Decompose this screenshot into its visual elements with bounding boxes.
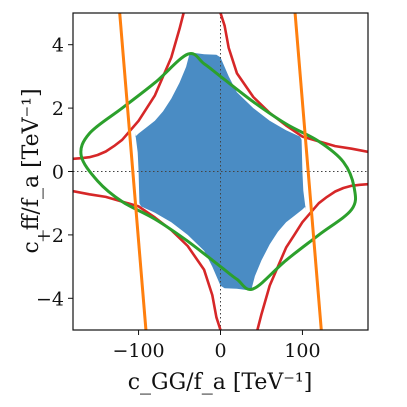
plot-area	[73, 13, 368, 330]
x-axis-label: c_GG/f_a [TeV⁻¹]	[128, 370, 313, 395]
y-tick-label: −4	[36, 288, 64, 310]
y-tick-label: 0	[52, 162, 64, 184]
orange-line-left	[118, 13, 148, 330]
axis-ticks: −100 0 100 −4 −2 0 2 4	[36, 35, 321, 362]
orange-constraint-lines	[118, 13, 323, 330]
y-axis-label: c_ff/f_a [TeV⁻¹]	[19, 88, 44, 253]
green-contour	[79, 52, 358, 291]
x-tick-label: −100	[112, 340, 164, 362]
y-tick-label: 4	[52, 35, 64, 57]
orange-line-right	[293, 13, 323, 330]
x-tick-label: 0	[214, 340, 226, 362]
y-tick-label: 2	[52, 98, 64, 120]
y-tick-label: −2	[36, 225, 64, 247]
allowed-region-fill	[135, 52, 306, 291]
x-tick-label: 100	[284, 340, 320, 362]
